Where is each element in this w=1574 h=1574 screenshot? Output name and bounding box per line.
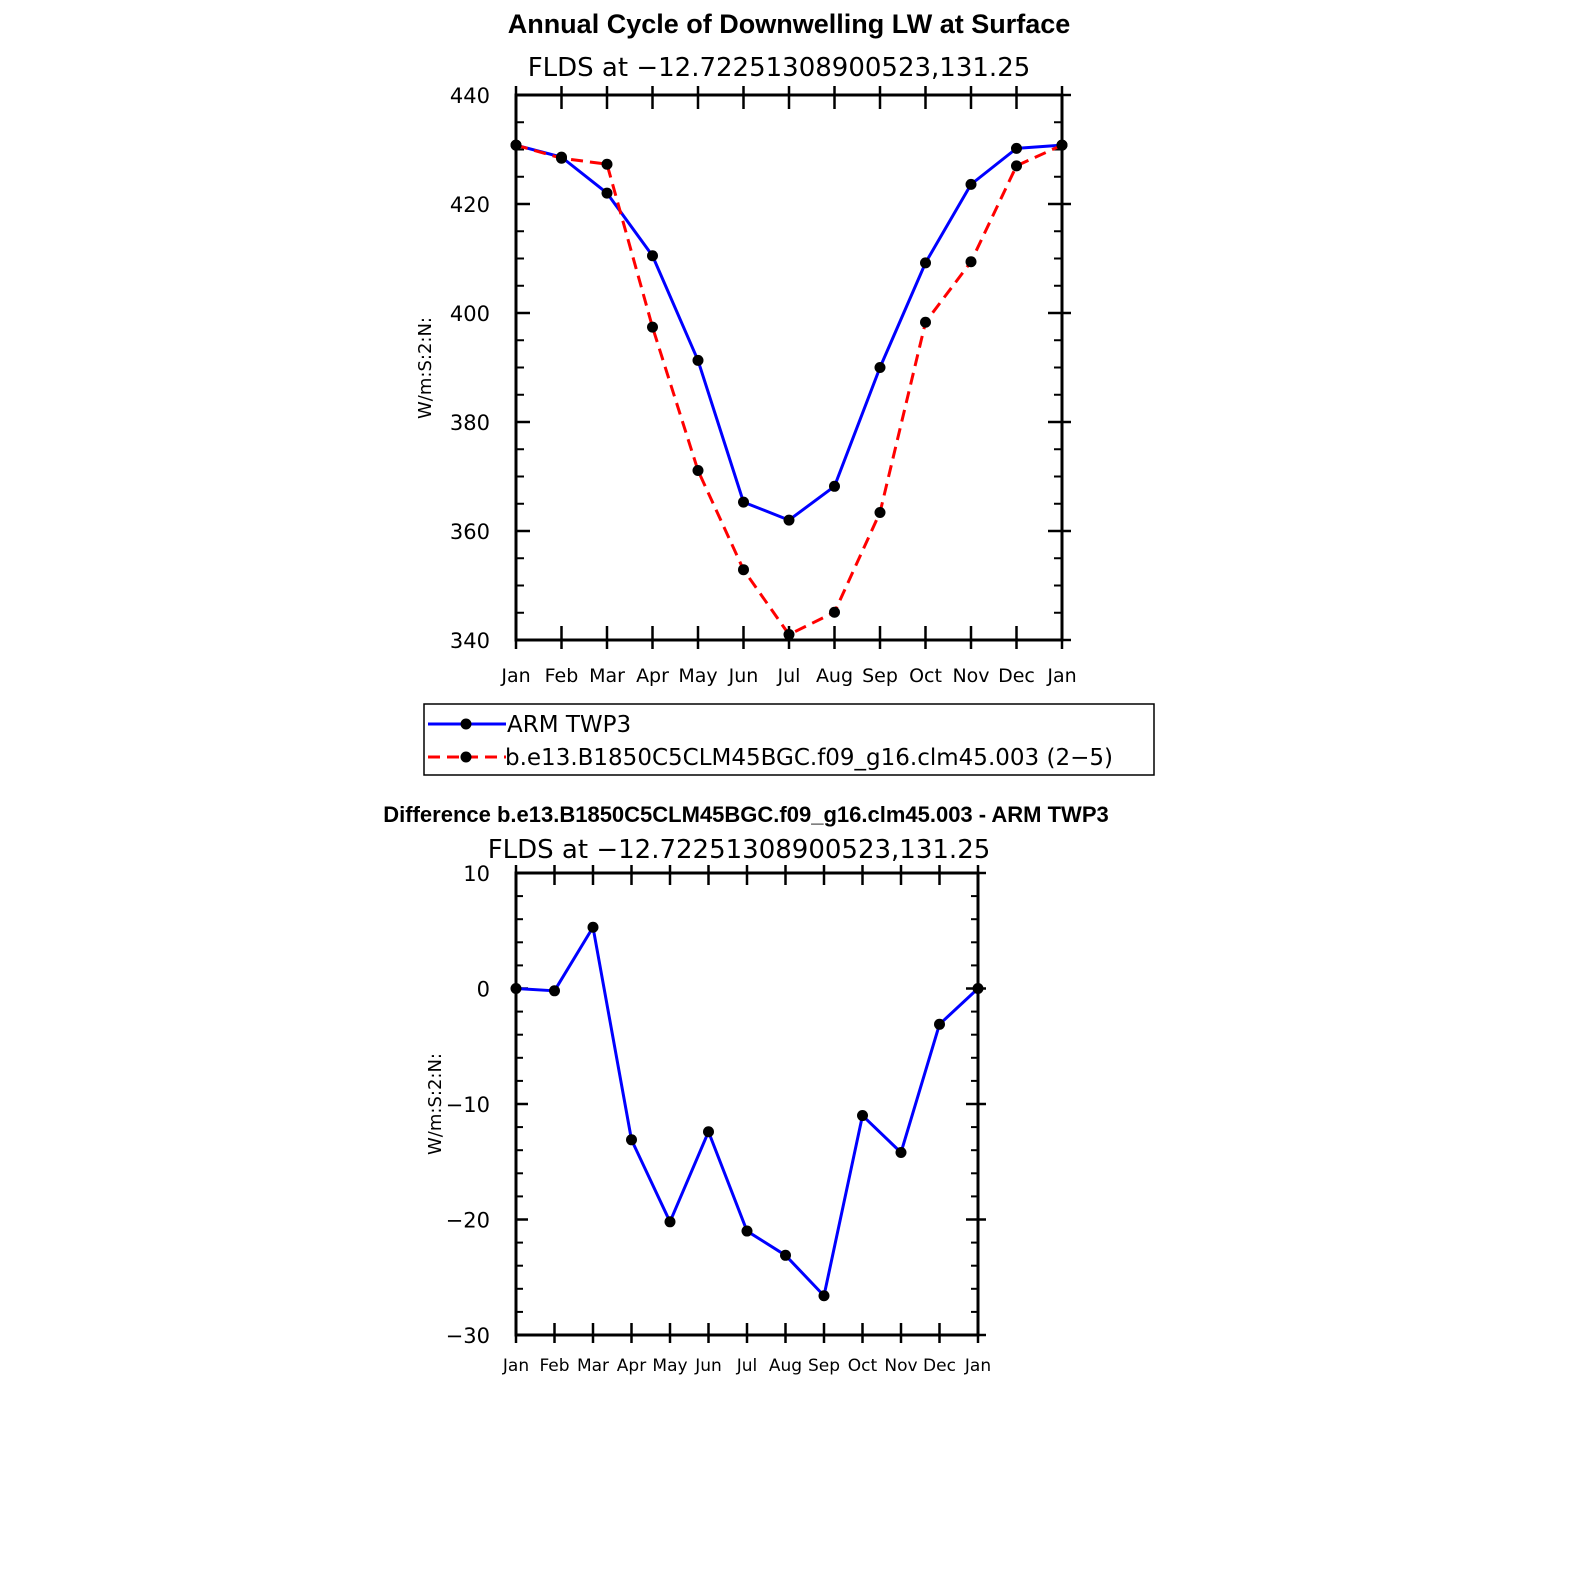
chart2-subtitle: FLDS at −12.72251308900523,131.25 [488,835,991,865]
series-0-point [626,1134,637,1146]
series-line-0 [515,143,1063,522]
series-line-1 [515,143,1063,637]
legend-box [423,703,1155,776]
x-tick-label: Nov [884,1356,917,1376]
series-0-point [895,1147,907,1159]
y-tick-label: −30 [446,1324,490,1348]
series-0-point [741,1225,753,1237]
series-1-point [874,506,886,518]
legend-marker-arm [460,718,472,730]
series-0-point [1011,142,1022,154]
series-0-point [738,496,749,508]
y-tick-label: 10 [463,862,490,886]
x-tick-label: Sep [808,1356,840,1376]
chart1-plot-area [510,139,1068,641]
x-tick-label: Dec [998,665,1035,687]
y-tick-label: −20 [446,1209,490,1233]
x-tick-label: Aug [816,665,853,687]
series-0-point [818,1290,830,1302]
x-tick-label: Jun [728,665,759,687]
chart1-frame [514,93,1064,642]
series-0-point [549,985,560,997]
series-1-point [1011,160,1022,172]
series-1-point [556,152,567,164]
x-tick-label: Feb [539,1356,569,1376]
series-0-point [703,1126,714,1138]
y-tick-label: 440 [450,84,490,108]
series-1-point [965,256,977,268]
x-tick-label: Jan [1046,665,1076,687]
chart2-ylabel: W/m:S:2:N: [425,1053,446,1155]
x-tick-label: Oct [909,665,942,687]
series-0-point [664,1216,676,1228]
x-tick-label: Apr [636,665,669,687]
x-tick-label: Aug [769,1356,802,1376]
x-tick-label: Jul [736,1356,758,1376]
series-0-point [829,480,840,492]
series-0-point [857,1110,868,1122]
x-tick-label: Mar [589,665,625,687]
x-tick-label: Jul [777,665,801,687]
legend-label-arm: ARM TWP3 [507,712,631,738]
difference-chart: Difference b.e13.B1850C5CLM45BGC.f09_g16… [383,802,1108,1376]
y-tick-label: 380 [450,411,490,435]
legend-marker-model [460,751,472,763]
y-tick-label: 400 [450,302,490,326]
annual-cycle-chart: Annual Cycle of Downwelling LW at Surfac… [415,9,1077,687]
chart1-legend: ARM TWP3 b.e13.B1850C5CLM45BGC.f09_g16.c… [423,703,1155,776]
x-tick-label: Dec [923,1356,956,1376]
x-tick-label: Jan [500,665,530,687]
series-0-point [920,257,931,269]
series-0-point [647,250,658,262]
x-tick-label: Mar [577,1356,609,1376]
series-0-point [587,921,599,933]
chart2-frame [514,871,980,1337]
series-0-point [874,362,886,373]
y-tick-label: 0 [477,978,490,1002]
chart1-title: Annual Cycle of Downwelling LW at Surfac… [508,9,1071,39]
x-tick-label: Jan [964,1356,991,1376]
series-1-point [738,564,749,576]
series-0-point [965,178,977,190]
x-tick-label: May [652,1356,687,1376]
series-1-point [829,606,840,618]
series-0-point [780,1249,791,1261]
chart1-ticks: Jan Feb Mar Apr May Jun Jul Aug Sep Oct Nov Dec Jan 3… [450,84,1077,687]
legend-label-model: b.e13.B1850C5CLM45BGC.f09_g16.clm45.003 … [505,745,1113,771]
series-1-point [783,629,795,641]
series-1-point [601,158,613,170]
series-1-point [692,465,704,477]
chart2-ticks: Jan Feb Mar Apr May Jun Jul Aug Sep Oct Nov Dec Jan−… [446,862,991,1376]
x-tick-label: Jan [502,1356,529,1376]
chart1-subtitle: FLDS at −12.72251308900523,131.25 [528,53,1031,83]
x-tick-label: Apr [617,1356,646,1376]
series-1-point [920,316,931,328]
y-tick-label: 420 [450,193,490,217]
y-tick-label: −10 [446,1093,490,1117]
x-tick-label: Feb [545,665,579,687]
x-tick-label: Nov [952,665,989,687]
series-0-point [934,1018,945,1030]
chart2-title: Difference b.e13.B1850C5CLM45BGC.f09_g16… [383,802,1108,827]
chart2-plot-area [510,921,984,1302]
series-1-point [647,321,658,333]
x-tick-label: Sep [862,665,898,687]
x-tick-label: Jun [694,1356,722,1376]
y-tick-label: 340 [450,629,490,653]
series-0-point [601,187,613,199]
x-tick-label: Oct [848,1356,878,1376]
chart1-ylabel: W/m:S:2:N: [415,317,436,419]
series-0-point [692,354,704,366]
y-tick-label: 360 [450,520,490,544]
series-line-0 [515,925,980,1298]
series-0-point [783,514,795,526]
x-tick-label: May [678,665,717,687]
